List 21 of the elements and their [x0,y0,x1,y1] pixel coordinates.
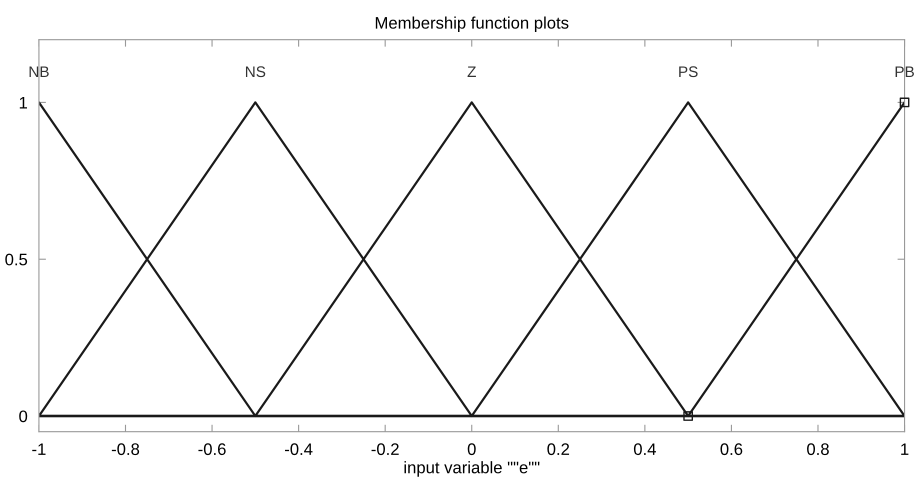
x-tick-label: 1 [901,443,908,455]
series-label: Z [468,66,476,77]
series-label: NB [30,66,49,77]
x-tick-label: -1 [32,443,46,455]
y-tick-label: 1 [20,96,28,108]
series-label: PB [896,66,914,77]
series-label: PS [679,66,698,78]
series-label: NS [246,66,266,78]
chart-title: Membership function plots [376,16,568,32]
x-tick-label: 0.4 [634,443,656,456]
x-tick-label: 0.8 [807,443,829,456]
x-tick-label: -0.8 [112,443,140,456]
x-axis-title: input variable ""e"" [404,461,540,477]
y-tick-label: 0 [19,410,28,422]
x-tick-label: -0.4 [284,443,312,456]
x-tick-label: -0.2 [372,443,399,456]
x-tick-label: 0.6 [720,443,742,456]
x-tick-label: 0 [468,443,476,456]
x-tick-label: -0.6 [198,443,226,456]
y-tick-label: 0.5 [5,254,28,266]
x-tick-label: 0.2 [547,443,570,456]
